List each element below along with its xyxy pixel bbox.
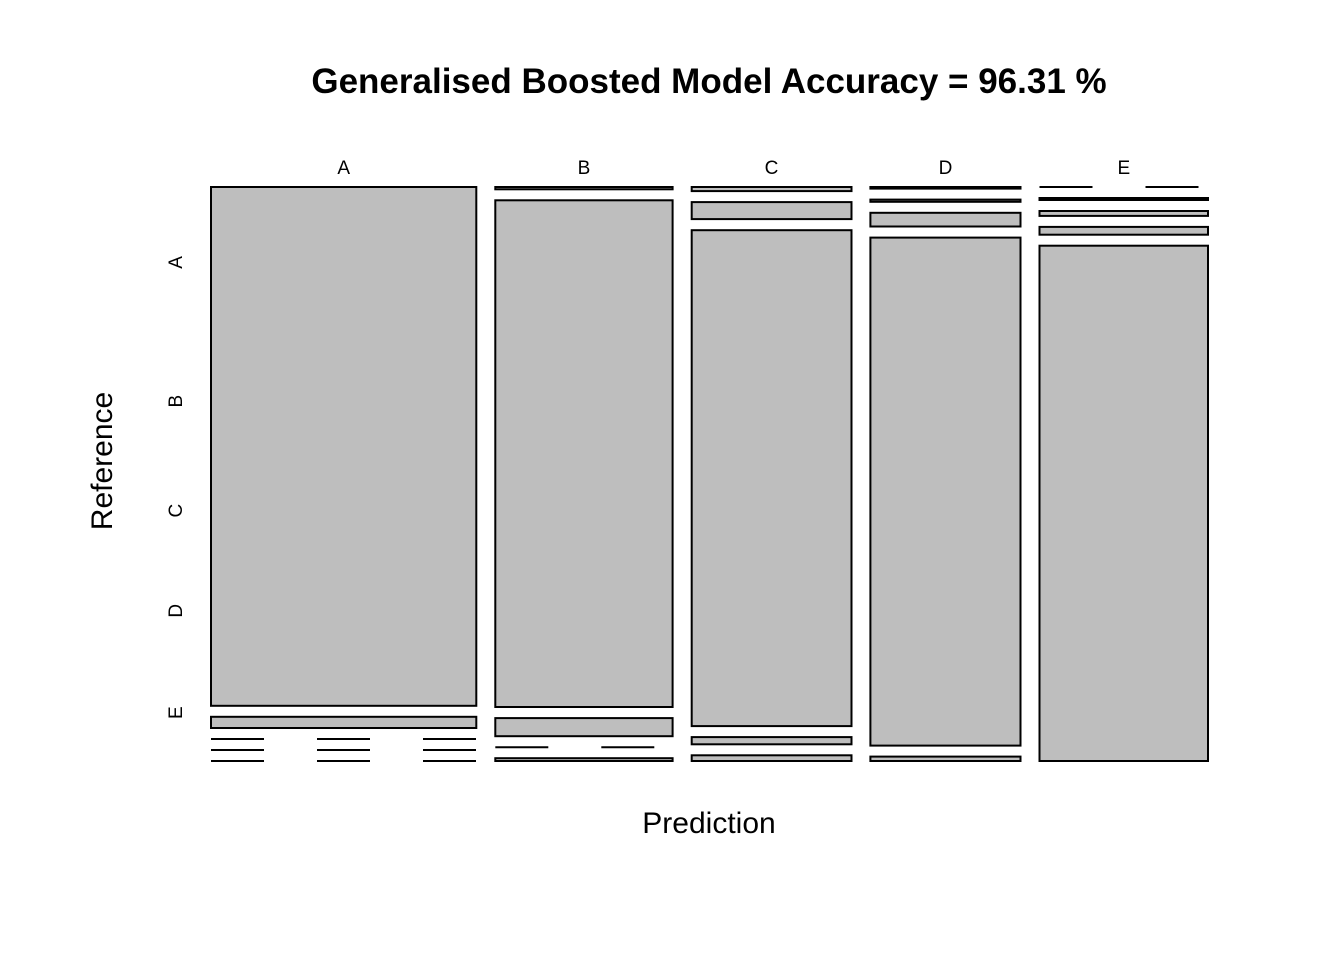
tile-B-C xyxy=(494,717,674,738)
tile-C-A xyxy=(690,186,853,193)
tile-B-A xyxy=(494,186,674,191)
tile-D-D xyxy=(869,236,1022,747)
x-tick-A: A xyxy=(337,158,350,179)
tile-D-B xyxy=(869,198,1022,203)
x-tick-E: E xyxy=(1117,158,1130,179)
tile-A-A xyxy=(210,186,478,707)
x-tick-C: C xyxy=(765,158,779,179)
tile-C-D xyxy=(690,736,853,746)
x-axis-label: Prediction xyxy=(642,807,775,840)
tile-E-C xyxy=(1038,210,1209,217)
mosaic-tiles xyxy=(210,186,1209,763)
tile-E-B xyxy=(1038,197,1209,201)
tile-D-A xyxy=(869,186,1022,190)
y-tick-E: E xyxy=(166,706,187,719)
tile-A-B xyxy=(210,715,478,729)
tile-B-E xyxy=(494,757,674,763)
y-tick-C: C xyxy=(166,504,187,518)
tile-B-B xyxy=(494,199,674,709)
y-tick-D: D xyxy=(166,604,187,618)
tile-D-E xyxy=(869,755,1022,762)
tile-C-C xyxy=(690,229,853,728)
tile-E-E xyxy=(1038,244,1209,762)
y-axis-label: Reference xyxy=(86,392,119,530)
x-tick-B: B xyxy=(578,158,591,179)
tile-C-B xyxy=(690,201,853,221)
tile-D-C xyxy=(869,211,1022,228)
tile-C-E xyxy=(690,754,853,762)
chart-title: Generalised Boosted Model Accuracy = 96.… xyxy=(311,62,1106,101)
y-tick-B: B xyxy=(166,395,187,408)
x-tick-D: D xyxy=(939,158,953,179)
y-tick-A: A xyxy=(166,256,187,269)
tile-E-D xyxy=(1038,225,1209,236)
x-tick-labels: A B C D E xyxy=(337,158,1130,179)
y-tick-labels: A B C D E xyxy=(166,256,187,719)
